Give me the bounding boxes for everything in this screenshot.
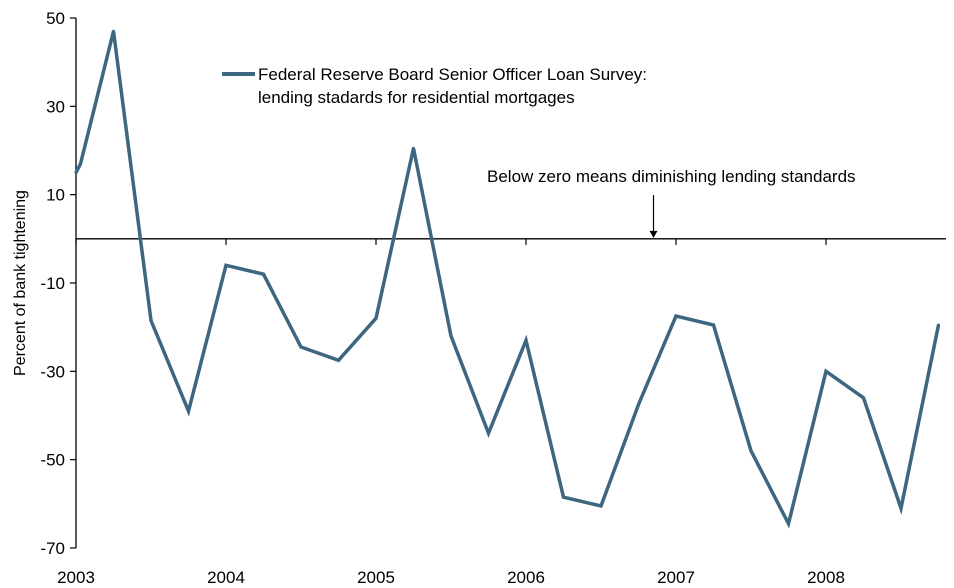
data-point <box>599 504 603 508</box>
data-point <box>74 171 78 175</box>
x-tick-label: 2005 <box>357 568 395 587</box>
data-point <box>562 495 565 499</box>
data-point <box>374 316 378 320</box>
annotation-arrowhead <box>649 230 658 238</box>
legend-label-line1: Federal Reserve Board Senior Officer Loa… <box>258 65 647 84</box>
data-point <box>824 369 828 373</box>
data-point <box>449 334 453 338</box>
legend: Federal Reserve Board Senior Officer Loa… <box>222 65 647 107</box>
data-point <box>749 449 753 453</box>
data-point <box>224 263 228 267</box>
data-point <box>487 431 490 435</box>
y-tick-label: -50 <box>40 451 65 470</box>
data-point <box>637 402 640 406</box>
data-point <box>524 338 528 342</box>
data-point <box>149 319 153 323</box>
x-tick-label: 2004 <box>207 568 245 587</box>
data-point <box>79 162 82 166</box>
data-point <box>674 314 678 318</box>
annotation: Below zero means diminishing lending sta… <box>487 167 856 238</box>
y-tick-label: -70 <box>40 539 65 558</box>
y-tick-label: 30 <box>46 97 65 116</box>
y-tick-labels: 50 30 10 -10 -30 -50 -70 <box>40 9 65 558</box>
y-tick-label: -10 <box>40 274 65 293</box>
data-point <box>262 272 265 276</box>
y-tick-label: 10 <box>46 186 65 205</box>
data-point <box>337 358 340 362</box>
annotation-text: Below zero means diminishing lending sta… <box>487 167 856 186</box>
x-tick-label: 2007 <box>657 568 695 587</box>
data-point <box>187 409 190 413</box>
y-axis-label: Percent of bank tightening <box>12 190 29 376</box>
data-point <box>112 29 115 33</box>
y-tick-label: -30 <box>40 362 65 381</box>
data-point <box>299 345 303 349</box>
data-point <box>712 323 715 327</box>
legend-label-line2: lending stadards for residential mortgag… <box>258 88 575 107</box>
series-layer <box>74 29 941 529</box>
data-point <box>899 506 903 510</box>
data-point <box>412 146 415 150</box>
data-point <box>787 522 790 526</box>
data-point <box>862 396 865 400</box>
x-tick-label: 2008 <box>807 568 845 587</box>
axes <box>70 17 946 549</box>
data-point <box>937 323 940 327</box>
x-tick-label: 2006 <box>507 568 545 587</box>
y-tick-label: 50 <box>46 9 65 28</box>
x-tick-label: 2003 <box>57 568 95 587</box>
x-tick-labels: 2003 2004 2005 2006 2007 2008 <box>57 568 845 587</box>
